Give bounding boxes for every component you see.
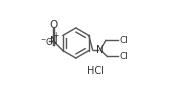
- Text: O: O: [49, 20, 58, 30]
- Text: Cl: Cl: [120, 52, 129, 61]
- Text: +: +: [52, 31, 59, 40]
- Text: N: N: [96, 45, 103, 55]
- Text: $^{-}$O: $^{-}$O: [40, 36, 54, 47]
- Text: HCl: HCl: [87, 66, 104, 76]
- Text: Cl: Cl: [120, 36, 129, 45]
- Text: N: N: [50, 36, 57, 46]
